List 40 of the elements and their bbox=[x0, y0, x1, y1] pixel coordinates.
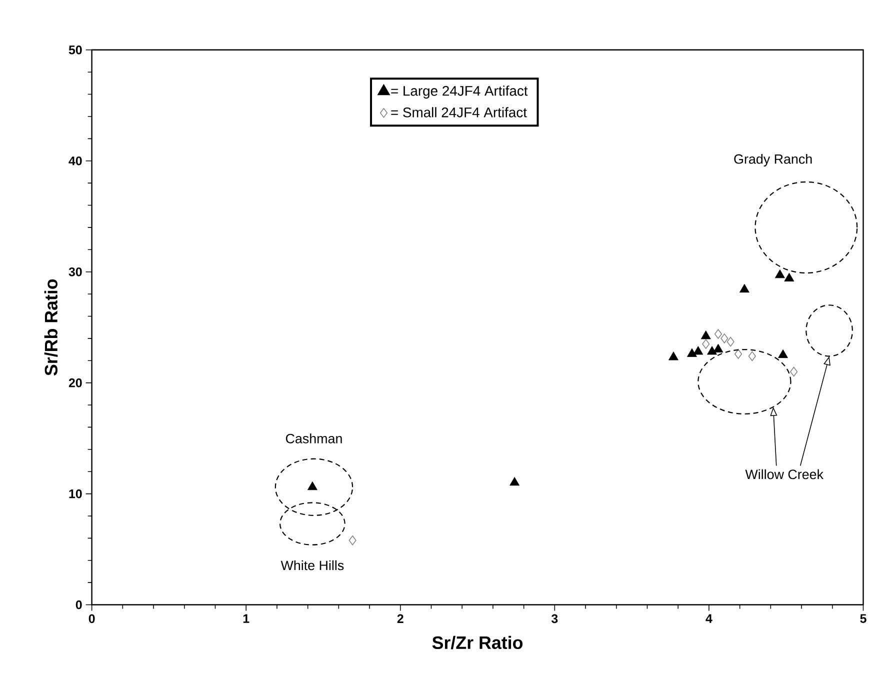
annotation: Grady Ranch bbox=[734, 154, 812, 167]
y-tick-label: 40 bbox=[68, 156, 82, 166]
annotation: White Hills bbox=[280, 560, 344, 570]
x-tick-label: 2 bbox=[397, 614, 404, 624]
y-tick-label: 30 bbox=[68, 268, 82, 276]
point bbox=[714, 329, 722, 340]
y-tick-label: 0 bbox=[76, 600, 82, 610]
point bbox=[748, 351, 756, 362]
y-tick-label: 10 bbox=[69, 490, 82, 498]
point bbox=[307, 482, 318, 490]
point bbox=[700, 330, 711, 340]
x-tick-label: 4 bbox=[706, 614, 712, 623]
point bbox=[668, 352, 678, 360]
point bbox=[707, 346, 717, 355]
point bbox=[693, 346, 704, 355]
point bbox=[739, 284, 750, 293]
point bbox=[774, 270, 785, 278]
point bbox=[734, 349, 742, 360]
x-tick-label: 3 bbox=[551, 614, 558, 624]
x-tick-label: 5 bbox=[860, 614, 866, 624]
point bbox=[778, 350, 788, 358]
point bbox=[687, 348, 697, 358]
point bbox=[713, 344, 724, 353]
legend-label: = Large 24JF4 Artifact bbox=[391, 86, 528, 99]
point bbox=[348, 536, 356, 546]
legend-label: = Small 24JF4 Artifact bbox=[391, 107, 527, 118]
annotation: Willow Creek bbox=[745, 469, 824, 480]
point bbox=[720, 334, 728, 344]
point bbox=[510, 477, 520, 486]
annotation: Cashman bbox=[286, 434, 342, 444]
point bbox=[784, 273, 794, 282]
x-axis-title: Sr/Zr Ratio bbox=[432, 636, 523, 650]
y-tick-label: 20 bbox=[68, 378, 82, 388]
y-axis-title: Sr/Rb Ratio bbox=[44, 280, 58, 376]
y-tick-label: 50 bbox=[68, 46, 82, 54]
point bbox=[790, 367, 798, 377]
point bbox=[702, 339, 710, 350]
point bbox=[726, 337, 734, 347]
x-tick-label: 1 bbox=[243, 614, 250, 623]
x-tick-label: 0 bbox=[88, 614, 95, 624]
